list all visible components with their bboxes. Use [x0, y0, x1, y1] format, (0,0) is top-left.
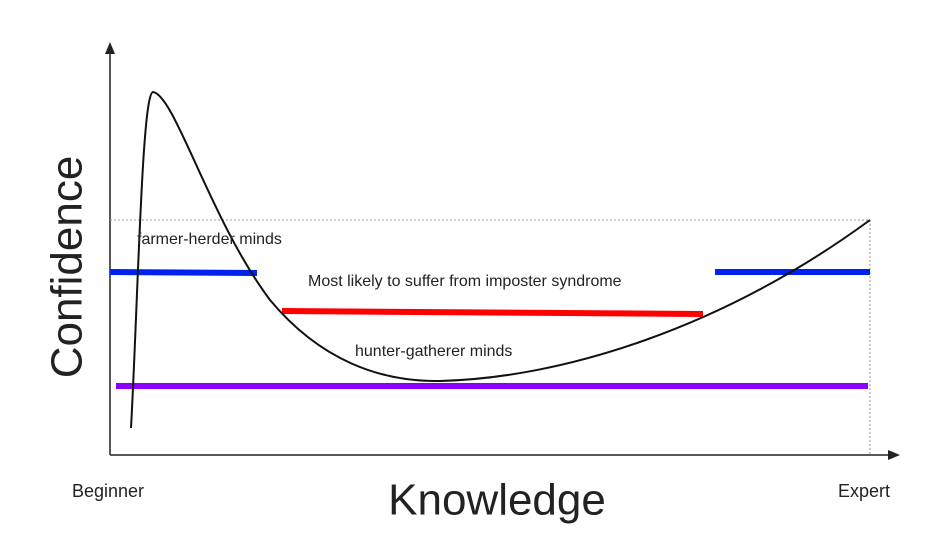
x-arrow — [888, 450, 900, 460]
y-axis-title: Confidence — [43, 156, 92, 379]
blue-line-left — [109, 269, 258, 276]
annotation: Most likely to suffer from imposter synd… — [308, 273, 622, 290]
annotation: farmer-herder minds — [137, 231, 282, 248]
annotation: hunter-gatherer minds — [355, 343, 512, 360]
y-arrow — [105, 42, 115, 54]
red-line — [281, 308, 704, 317]
x-end-label: Expert — [838, 481, 890, 501]
x-axis-title: Knowledge — [388, 476, 606, 525]
guide-line — [110, 219, 871, 455]
confidence-curve — [130, 90, 871, 429]
x-start-label: Beginner — [72, 481, 144, 501]
